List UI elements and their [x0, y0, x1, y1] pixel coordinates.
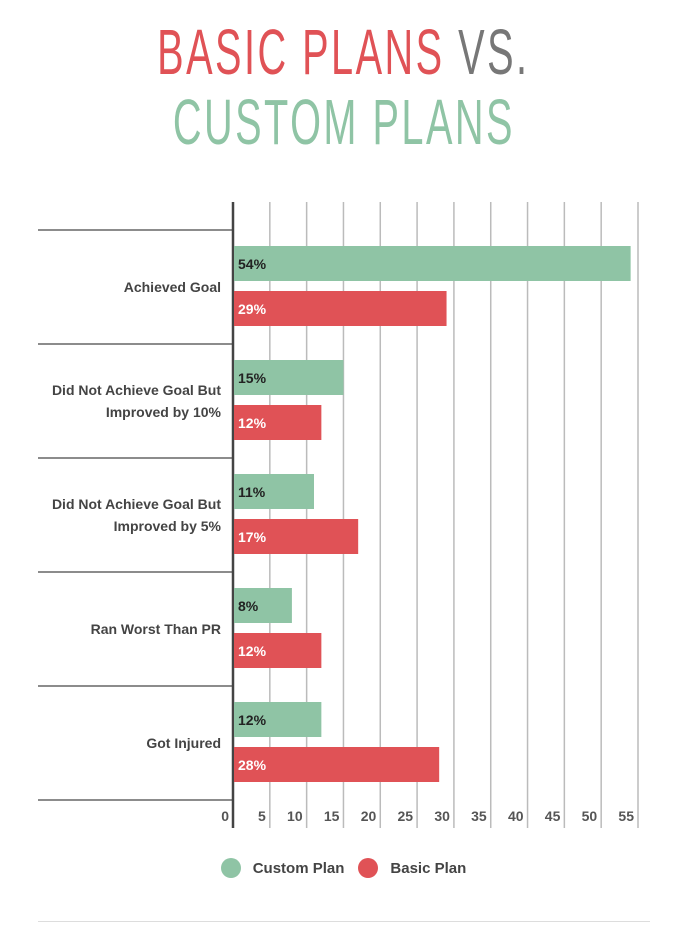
data-label: 17% — [238, 529, 267, 545]
x-tick-label: 45 — [545, 808, 561, 824]
bar-basic — [234, 747, 440, 782]
category-label: Did Not Achieve Goal But Improved by 5% — [52, 496, 222, 534]
x-tick-label: 55 — [618, 808, 634, 824]
data-label: 29% — [238, 301, 267, 317]
legend-swatch-custom — [220, 858, 241, 878]
data-label: 11% — [238, 484, 266, 500]
x-tick-label: 5 — [258, 808, 266, 824]
data-label: 12% — [238, 643, 267, 659]
legend-swatch-basic — [358, 858, 379, 878]
divider — [38, 921, 650, 922]
bar-custom — [234, 588, 292, 623]
legend-label-custom: Custom Plan — [252, 859, 345, 877]
title-line-1: BASIC PLANS VS. — [0, 20, 687, 84]
x-tick-label: 40 — [508, 808, 524, 824]
category-label: Got Injured — [146, 735, 221, 751]
x-tick-label: 35 — [471, 808, 487, 824]
title-vs: VS. — [458, 16, 530, 88]
category-label: Did Not Achieve Goal But Improved by 10% — [52, 382, 222, 420]
x-tick-label: 0 — [221, 808, 229, 824]
title-line-2: CUSTOM PLANS — [0, 90, 687, 154]
bar-basic — [234, 633, 322, 668]
x-tick-label: 25 — [398, 808, 414, 824]
data-label: 12% — [238, 712, 267, 728]
bar-chart: 0 5 10 15 20 25 30 35 40 45 50 55 Achieved Goal 54% 29… — [38, 202, 639, 828]
x-tick-label: 30 — [434, 808, 450, 824]
legend-item-custom: Custom Plan — [220, 858, 345, 878]
bar-basic — [234, 405, 322, 440]
bar-custom — [234, 360, 344, 395]
legend: Custom Plan Basic Plan — [0, 858, 687, 878]
bar-basic — [234, 291, 447, 326]
data-label: 8% — [238, 598, 259, 614]
title-basic: BASIC PLANS — [157, 16, 445, 88]
data-label: 12% — [238, 415, 267, 431]
category-label: Achieved Goal — [124, 279, 221, 295]
title-custom: CUSTOM PLANS — [172, 86, 515, 158]
x-tick-label: 15 — [324, 808, 340, 824]
category-label: Ran Worst Than PR — [91, 621, 221, 637]
bar-custom — [234, 246, 631, 281]
bar-basic — [234, 519, 359, 554]
data-label: 54% — [238, 256, 267, 272]
bar-custom — [234, 474, 314, 509]
legend-item-basic: Basic Plan — [358, 858, 466, 878]
x-tick-label: 10 — [287, 808, 303, 824]
data-label: 15% — [238, 370, 267, 386]
x-tick-label: 20 — [361, 808, 377, 824]
data-label: 28% — [238, 757, 267, 773]
legend-label-basic: Basic Plan — [390, 859, 467, 877]
x-tick-label: 50 — [582, 808, 598, 824]
bar-custom — [234, 702, 322, 737]
